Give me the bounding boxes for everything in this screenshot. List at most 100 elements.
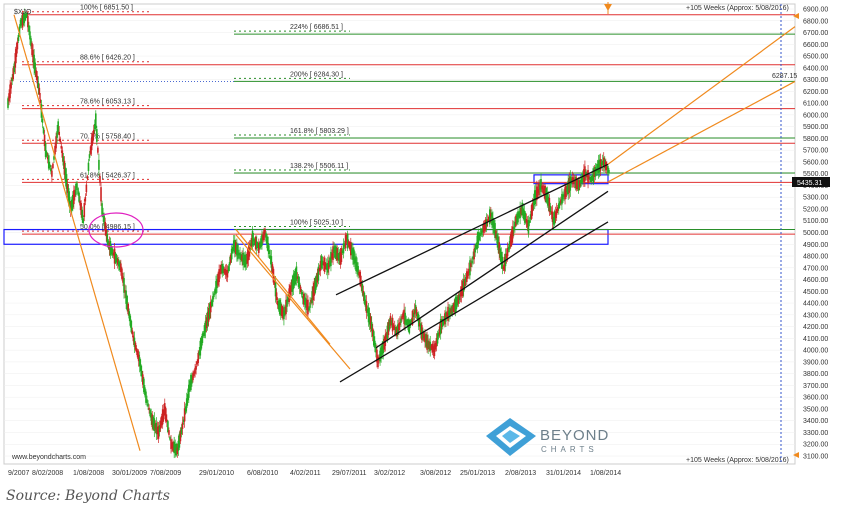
candle-body [388, 319, 391, 330]
candle-body [316, 272, 319, 283]
candle-body [371, 328, 374, 337]
candle-body [451, 305, 453, 315]
candle-body [105, 228, 108, 237]
candle-body [416, 313, 419, 320]
candle-body [480, 230, 483, 235]
candle-body [533, 190, 536, 205]
candle-body [410, 319, 413, 323]
candle-body [156, 426, 159, 435]
chart-svg: 100% [ 6851.50 ] 88.6% [ 6426.20 ] 78.6% [… [3, 2, 830, 477]
x-tick-label: 29/07/2011 [332, 470, 367, 477]
candle-body [603, 159, 606, 169]
candle-body [43, 134, 46, 147]
candle-body [202, 332, 205, 337]
candle-body [71, 194, 74, 208]
candle-body [172, 442, 174, 451]
candle-body [324, 263, 327, 269]
candle-body [502, 266, 505, 269]
candle-body [170, 439, 172, 450]
y-tick-label: 6400.00 [803, 65, 828, 72]
candle-body [400, 318, 402, 323]
candle-body [397, 324, 399, 335]
candle-body [370, 321, 373, 332]
candle-body [273, 280, 276, 285]
candle-body [261, 234, 263, 246]
candle-body [594, 166, 597, 177]
candle-body [190, 374, 192, 391]
candle-body [380, 347, 382, 359]
candle-body [278, 299, 281, 315]
y-tick-label: 5000.00 [803, 230, 828, 237]
candle-body [207, 308, 210, 322]
candle-body [565, 185, 567, 197]
candle-body [19, 19, 22, 27]
candle-body [360, 280, 363, 286]
candle-body [509, 234, 512, 247]
candle-body [483, 222, 486, 231]
candle-body [188, 384, 190, 398]
candle-body [392, 325, 395, 328]
candle-body [377, 356, 379, 368]
candle-body [436, 333, 439, 344]
candle-body [520, 207, 522, 215]
candle-body [173, 441, 175, 454]
candle-body [264, 229, 266, 236]
candle-body [165, 408, 167, 422]
candle-body [217, 273, 219, 286]
candle-body [338, 253, 341, 261]
candle-body [407, 319, 410, 331]
y-tick-label: 5500.00 [803, 171, 828, 178]
candle-body [259, 242, 261, 249]
y-tick-label: 6000.00 [803, 112, 828, 119]
candle-body [408, 319, 411, 334]
channel-middle [375, 190, 609, 349]
candle-body [575, 177, 578, 190]
candle-body [357, 266, 359, 275]
candle-body [372, 331, 375, 346]
candle-body [518, 212, 520, 218]
candle-body [212, 296, 214, 303]
candle-body [28, 25, 30, 32]
candle-body [427, 340, 429, 348]
candle-body [318, 268, 321, 272]
candle-body [163, 403, 166, 415]
candle-body [330, 251, 332, 267]
candle-body [334, 245, 336, 258]
date-marker-bottom-arrow [793, 452, 799, 458]
candle-body [320, 255, 323, 269]
candle-body [578, 180, 581, 187]
candle-body [258, 242, 260, 253]
candle-body [429, 341, 432, 351]
candle-body [198, 351, 201, 355]
candle-body [114, 253, 117, 263]
candle-body [563, 193, 565, 197]
candle-body [86, 176, 89, 179]
candle-body [560, 199, 562, 203]
candle-body [494, 223, 496, 238]
y-tick-label: 4300.00 [803, 312, 828, 319]
grid-layer [4, 8, 795, 457]
candle-body [270, 256, 273, 268]
candle-body [124, 290, 126, 293]
candle-body [233, 239, 236, 253]
candle-body [208, 303, 211, 319]
candle-body [452, 306, 455, 312]
candle-body [138, 357, 141, 367]
candle-body [402, 312, 404, 318]
extension-label: 161.8% [ 5803.29 ] [290, 128, 349, 135]
last-price-badge-bg [792, 177, 830, 187]
candle-body [512, 226, 514, 239]
candle-body [602, 157, 605, 167]
candle-body [405, 319, 407, 323]
candle-body [286, 299, 288, 307]
retracement-label: 70.7% [ 5758.40 ] [80, 133, 135, 140]
candle-body [441, 318, 444, 327]
y-tick-label: 4100.00 [803, 336, 828, 343]
candle-body [44, 143, 47, 157]
candle-body [314, 278, 317, 293]
candle-body [13, 63, 16, 73]
candle-body [169, 437, 171, 440]
candle-body [353, 249, 355, 265]
extension-label: 200% [ 6284.30 ] [290, 71, 343, 78]
candle-body [530, 204, 533, 219]
